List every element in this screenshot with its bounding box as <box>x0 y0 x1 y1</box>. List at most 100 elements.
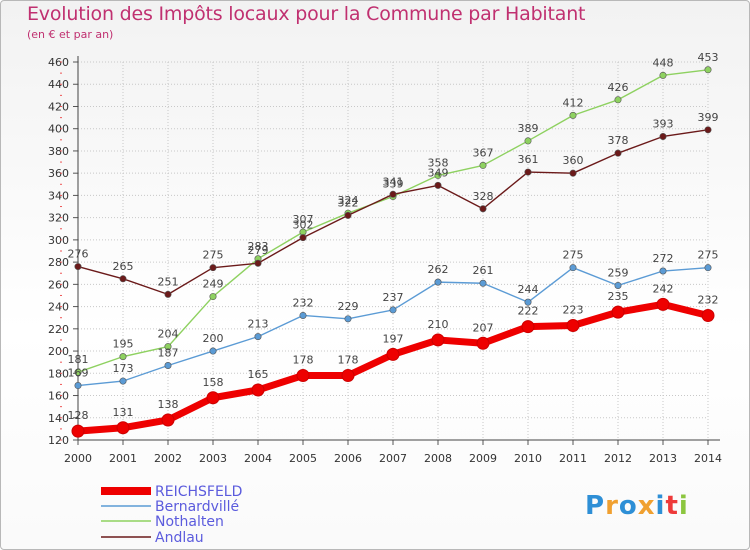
data-label: 200 <box>203 332 224 345</box>
x-tick-label: 2001 <box>109 452 137 465</box>
data-label: 232 <box>698 293 719 306</box>
data-label: 249 <box>203 278 224 291</box>
x-tick-label: 2009 <box>469 452 497 465</box>
data-label: 322 <box>338 196 359 209</box>
data-label: 448 <box>653 56 674 69</box>
y-tick-label: 160 <box>48 390 69 403</box>
proxiti-logo: Proxiti <box>585 491 689 521</box>
data-label: 210 <box>428 318 449 331</box>
data-point <box>524 137 532 145</box>
data-label: 276 <box>68 248 89 261</box>
x-tick-label: 2006 <box>334 452 362 465</box>
data-label: 328 <box>473 190 494 203</box>
data-label: 399 <box>698 111 719 124</box>
data-point <box>659 132 667 140</box>
logo-letter: P <box>585 491 606 521</box>
y-tick-label: 240 <box>48 301 69 314</box>
data-label: 367 <box>473 146 494 159</box>
data-point <box>119 353 127 361</box>
data-point <box>119 377 127 385</box>
data-label: 213 <box>248 318 269 331</box>
data-point <box>74 382 82 390</box>
data-label: 178 <box>338 354 359 367</box>
y-tick-label: 120 <box>48 434 69 447</box>
data-point <box>704 66 712 74</box>
data-label: 393 <box>653 117 674 130</box>
data-label: 360 <box>563 154 584 167</box>
y-tick-label: 420 <box>48 100 69 113</box>
data-label: 181 <box>68 353 89 366</box>
legend-label: Andlau <box>155 530 204 546</box>
data-point <box>206 391 220 405</box>
x-axis: 2000 2001 2002 2003 2004 2005 2006 2007 2008 2009… <box>64 439 722 465</box>
data-label: 283 <box>248 240 269 253</box>
data-label: 349 <box>428 166 449 179</box>
data-label: 235 <box>608 290 629 303</box>
data-point <box>566 318 580 332</box>
data-label: 138 <box>158 398 179 411</box>
data-point <box>389 190 397 198</box>
data-point <box>164 362 172 370</box>
data-point <box>434 278 442 286</box>
y-tick-label: 340 <box>48 189 69 202</box>
data-label: 453 <box>698 51 719 64</box>
data-label: 378 <box>608 134 629 147</box>
y-tick-label: 140 <box>48 412 69 425</box>
data-point <box>704 126 712 134</box>
series-group <box>71 66 715 438</box>
grid-lines <box>77 61 709 441</box>
data-point <box>704 264 712 272</box>
data-point <box>74 263 82 271</box>
data-point <box>161 413 175 427</box>
logo-letter: i <box>678 491 689 521</box>
data-label: 229 <box>338 300 359 313</box>
data-label: 261 <box>473 264 494 277</box>
data-label: 259 <box>608 266 629 279</box>
data-point <box>611 305 625 319</box>
y-tick-label: 280 <box>48 256 69 269</box>
y-tick-label: 260 <box>48 278 69 291</box>
data-label: 302 <box>293 219 314 232</box>
data-point <box>614 281 622 289</box>
x-tick-label: 2014 <box>694 452 722 465</box>
data-point <box>164 343 172 351</box>
data-label: 275 <box>203 249 224 262</box>
data-label: 251 <box>158 275 179 288</box>
data-point <box>71 424 85 438</box>
data-point <box>479 161 487 169</box>
data-point <box>341 369 355 383</box>
chart-title: Evolution des Impôts locaux pour la Comm… <box>27 3 586 25</box>
data-point <box>479 279 487 287</box>
y-tick-label: 200 <box>48 345 69 358</box>
y-tick-label: 220 <box>48 323 69 336</box>
data-label: 223 <box>563 303 584 316</box>
data-label: 207 <box>473 321 494 334</box>
y-tick-label: 180 <box>48 367 69 380</box>
data-label: 279 <box>248 244 269 257</box>
data-label: 275 <box>563 249 584 262</box>
data-label: 128 <box>68 409 89 422</box>
x-tick-label: 2013 <box>649 452 677 465</box>
data-point <box>296 369 310 383</box>
x-tick-label: 2004 <box>244 452 272 465</box>
data-label: 324 <box>338 194 359 207</box>
data-label: 272 <box>653 252 674 265</box>
y-axis: 120 140 160 180 200 220 240 260 280 300 320 340 360 3… <box>48 56 79 447</box>
data-point <box>116 421 130 435</box>
data-label: 178 <box>293 354 314 367</box>
data-label: 307 <box>293 213 314 226</box>
data-label: 232 <box>293 296 314 309</box>
data-label: 358 <box>428 156 449 169</box>
x-tick-label: 2005 <box>289 452 317 465</box>
logo-letter: x <box>637 491 656 521</box>
x-tick-label: 2007 <box>379 452 407 465</box>
data-point <box>431 333 445 347</box>
data-label: 361 <box>518 153 539 166</box>
data-label: 339 <box>383 178 404 191</box>
data-label: 237 <box>383 291 404 304</box>
data-point <box>656 297 670 311</box>
data-label: 244 <box>518 283 539 296</box>
